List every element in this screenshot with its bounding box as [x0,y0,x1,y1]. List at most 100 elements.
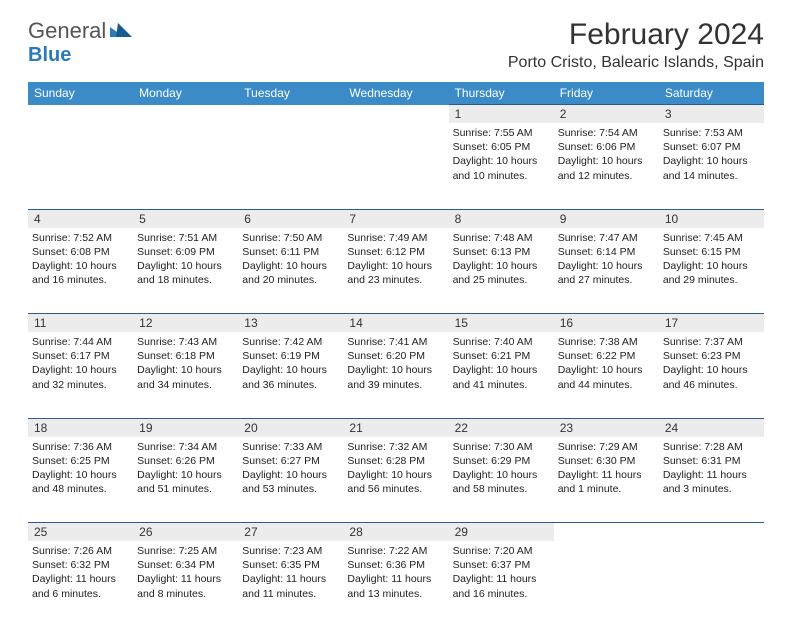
day-cell: Sunrise: 7:33 AMSunset: 6:27 PMDaylight:… [238,437,343,523]
empty-cell [554,523,659,542]
daynum-row: 11121314151617 [28,314,764,333]
day-details: Sunrise: 7:34 AMSunset: 6:26 PMDaylight:… [137,440,234,497]
day-number: 18 [28,418,133,437]
empty-cell [133,123,238,209]
day-number: 25 [28,523,133,542]
day-details: Sunrise: 7:25 AMSunset: 6:34 PMDaylight:… [137,544,234,601]
empty-cell [343,123,448,209]
weekday-monday: Monday [133,82,238,105]
empty-cell [554,541,659,627]
logo-mark-icon [110,21,132,42]
logo-text-general: General [28,18,106,44]
day-number: 7 [343,209,448,228]
daynum-row: 45678910 [28,209,764,228]
day-number: 29 [449,523,554,542]
day-details: Sunrise: 7:29 AMSunset: 6:30 PMDaylight:… [558,440,655,497]
day-cell: Sunrise: 7:20 AMSunset: 6:37 PMDaylight:… [449,541,554,627]
location: Porto Cristo, Balearic Islands, Spain [508,54,764,72]
day-number: 24 [659,418,764,437]
day-details: Sunrise: 7:40 AMSunset: 6:21 PMDaylight:… [453,335,550,392]
day-details: Sunrise: 7:33 AMSunset: 6:27 PMDaylight:… [242,440,339,497]
day-details: Sunrise: 7:49 AMSunset: 6:12 PMDaylight:… [347,231,444,288]
calendar-table: SundayMondayTuesdayWednesdayThursdayFrid… [28,82,764,627]
day-number: 6 [238,209,343,228]
day-number: 17 [659,314,764,333]
day-number: 9 [554,209,659,228]
day-details: Sunrise: 7:28 AMSunset: 6:31 PMDaylight:… [663,440,760,497]
day-cell: Sunrise: 7:51 AMSunset: 6:09 PMDaylight:… [133,228,238,314]
day-cell: Sunrise: 7:23 AMSunset: 6:35 PMDaylight:… [238,541,343,627]
day-cell: Sunrise: 7:54 AMSunset: 6:06 PMDaylight:… [554,123,659,209]
day-number: 1 [449,105,554,124]
day-cell: Sunrise: 7:29 AMSunset: 6:30 PMDaylight:… [554,437,659,523]
day-details: Sunrise: 7:43 AMSunset: 6:18 PMDaylight:… [137,335,234,392]
day-cell: Sunrise: 7:52 AMSunset: 6:08 PMDaylight:… [28,228,133,314]
day-details: Sunrise: 7:54 AMSunset: 6:06 PMDaylight:… [558,126,655,183]
empty-cell [343,105,448,124]
day-cell: Sunrise: 7:44 AMSunset: 6:17 PMDaylight:… [28,332,133,418]
empty-cell [659,523,764,542]
content-row: Sunrise: 7:44 AMSunset: 6:17 PMDaylight:… [28,332,764,418]
day-cell: Sunrise: 7:32 AMSunset: 6:28 PMDaylight:… [343,437,448,523]
day-details: Sunrise: 7:38 AMSunset: 6:22 PMDaylight:… [558,335,655,392]
day-details: Sunrise: 7:23 AMSunset: 6:35 PMDaylight:… [242,544,339,601]
day-cell: Sunrise: 7:48 AMSunset: 6:13 PMDaylight:… [449,228,554,314]
day-cell: Sunrise: 7:40 AMSunset: 6:21 PMDaylight:… [449,332,554,418]
day-number: 5 [133,209,238,228]
content-row: Sunrise: 7:55 AMSunset: 6:05 PMDaylight:… [28,123,764,209]
day-cell: Sunrise: 7:45 AMSunset: 6:15 PMDaylight:… [659,228,764,314]
day-cell: Sunrise: 7:43 AMSunset: 6:18 PMDaylight:… [133,332,238,418]
day-number: 2 [554,105,659,124]
day-cell: Sunrise: 7:28 AMSunset: 6:31 PMDaylight:… [659,437,764,523]
daynum-row: 2526272829 [28,523,764,542]
day-cell: Sunrise: 7:37 AMSunset: 6:23 PMDaylight:… [659,332,764,418]
day-details: Sunrise: 7:36 AMSunset: 6:25 PMDaylight:… [32,440,129,497]
day-cell: Sunrise: 7:36 AMSunset: 6:25 PMDaylight:… [28,437,133,523]
day-details: Sunrise: 7:48 AMSunset: 6:13 PMDaylight:… [453,231,550,288]
day-details: Sunrise: 7:22 AMSunset: 6:36 PMDaylight:… [347,544,444,601]
day-number: 14 [343,314,448,333]
day-number: 8 [449,209,554,228]
empty-cell [238,123,343,209]
weekday-header-row: SundayMondayTuesdayWednesdayThursdayFrid… [28,82,764,105]
day-details: Sunrise: 7:51 AMSunset: 6:09 PMDaylight:… [137,231,234,288]
empty-cell [28,105,133,124]
day-number: 12 [133,314,238,333]
day-details: Sunrise: 7:32 AMSunset: 6:28 PMDaylight:… [347,440,444,497]
day-cell: Sunrise: 7:34 AMSunset: 6:26 PMDaylight:… [133,437,238,523]
day-number: 26 [133,523,238,542]
day-details: Sunrise: 7:55 AMSunset: 6:05 PMDaylight:… [453,126,550,183]
content-row: Sunrise: 7:36 AMSunset: 6:25 PMDaylight:… [28,437,764,523]
weekday-wednesday: Wednesday [343,82,448,105]
day-number: 20 [238,418,343,437]
day-cell: Sunrise: 7:47 AMSunset: 6:14 PMDaylight:… [554,228,659,314]
logo-text-blue: Blue [28,44,71,66]
title-block: February 2024 Porto Cristo, Balearic Isl… [508,18,764,72]
day-cell: Sunrise: 7:30 AMSunset: 6:29 PMDaylight:… [449,437,554,523]
day-cell: Sunrise: 7:25 AMSunset: 6:34 PMDaylight:… [133,541,238,627]
weekday-sunday: Sunday [28,82,133,105]
day-details: Sunrise: 7:41 AMSunset: 6:20 PMDaylight:… [347,335,444,392]
content-row: Sunrise: 7:26 AMSunset: 6:32 PMDaylight:… [28,541,764,627]
month-title: February 2024 [508,18,764,52]
empty-cell [238,105,343,124]
content-row: Sunrise: 7:52 AMSunset: 6:08 PMDaylight:… [28,228,764,314]
weekday-tuesday: Tuesday [238,82,343,105]
day-number: 23 [554,418,659,437]
weekday-thursday: Thursday [449,82,554,105]
day-cell: Sunrise: 7:22 AMSunset: 6:36 PMDaylight:… [343,541,448,627]
logo-sub: Blue [28,44,71,67]
day-cell: Sunrise: 7:38 AMSunset: 6:22 PMDaylight:… [554,332,659,418]
day-details: Sunrise: 7:30 AMSunset: 6:29 PMDaylight:… [453,440,550,497]
day-number: 3 [659,105,764,124]
day-details: Sunrise: 7:20 AMSunset: 6:37 PMDaylight:… [453,544,550,601]
day-cell: Sunrise: 7:49 AMSunset: 6:12 PMDaylight:… [343,228,448,314]
day-number: 21 [343,418,448,437]
empty-cell [28,123,133,209]
daynum-row: 18192021222324 [28,418,764,437]
day-number: 16 [554,314,659,333]
day-number: 15 [449,314,554,333]
weekday-friday: Friday [554,82,659,105]
day-number: 22 [449,418,554,437]
day-details: Sunrise: 7:37 AMSunset: 6:23 PMDaylight:… [663,335,760,392]
